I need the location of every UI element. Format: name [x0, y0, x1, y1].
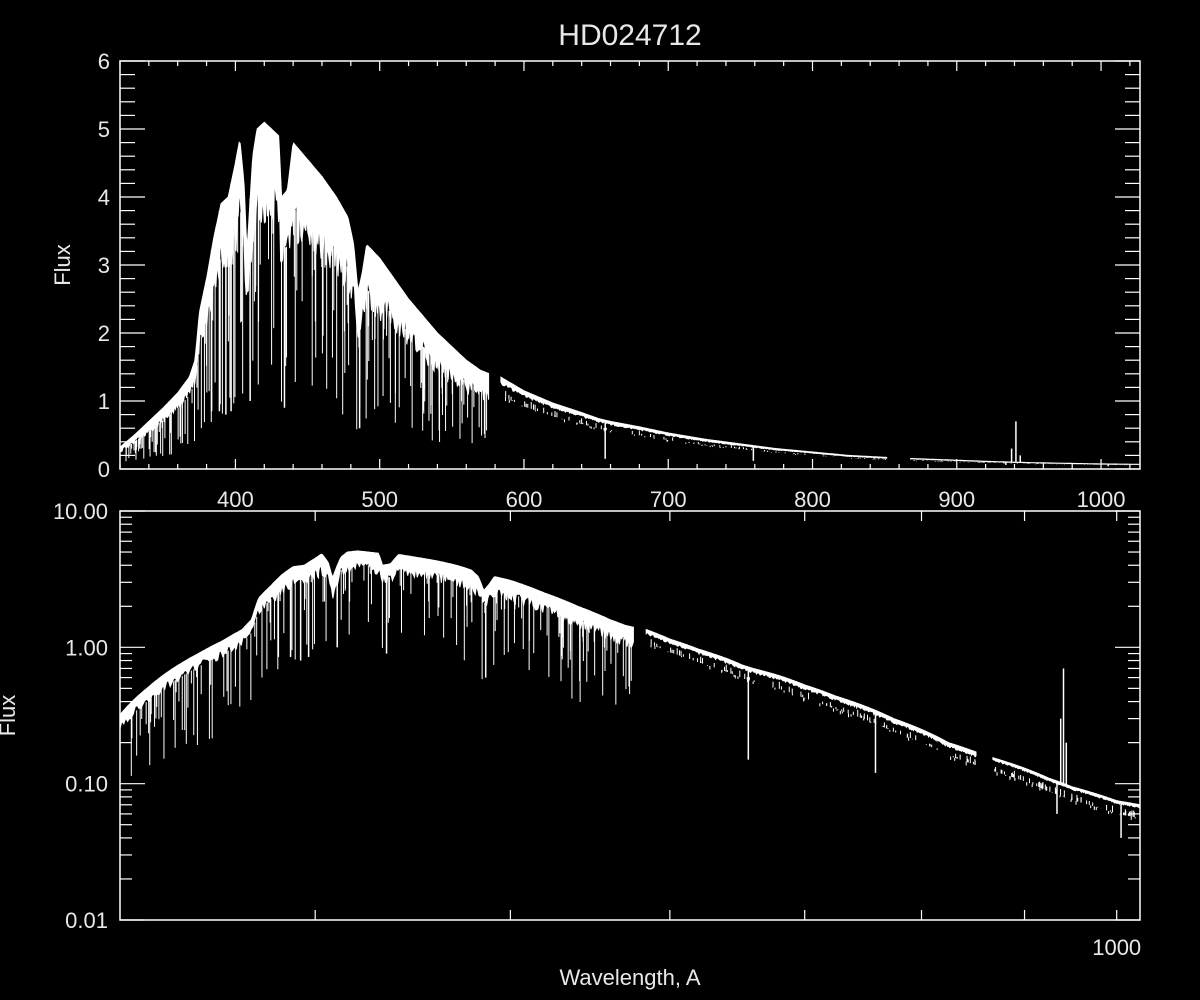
x-tick-label: 700 — [650, 487, 687, 512]
spectrum-band — [120, 121, 490, 453]
axes-frame — [119, 60, 1141, 470]
spectrum-band — [910, 458, 1140, 465]
y-tick-label: 6 — [98, 49, 110, 74]
x-tick-label: 500 — [361, 487, 398, 512]
chart-title: HD024712 — [558, 19, 701, 52]
x-tick-label: 800 — [794, 487, 831, 512]
y-axis-label: Flux — [50, 244, 75, 286]
spectrum-series — [120, 121, 1140, 467]
y-tick-label: 4 — [98, 185, 110, 210]
x-tick-label: 1000 — [1077, 487, 1126, 512]
spectrum-band — [645, 628, 977, 758]
y-tick-label: 1 — [98, 389, 110, 414]
bottom-panel-log: 1000 0.01 0.10 1.00 10.00 Flux — [0, 499, 1141, 960]
y-tick-label: 0.01 — [65, 908, 108, 933]
y-tick-label: 10.00 — [53, 499, 108, 524]
y-tick-label: 2 — [98, 321, 110, 346]
y-axis-label: Flux — [0, 695, 20, 737]
spectrum-series — [120, 550, 1140, 838]
y-tick-label: 0 — [98, 457, 110, 482]
x-axis-label: Wavelength, A — [559, 965, 700, 990]
spectrum-band — [120, 550, 634, 729]
x-tick-label: 900 — [938, 487, 975, 512]
y-tick-label: 5 — [98, 117, 110, 142]
x-tick-label: 600 — [506, 487, 543, 512]
x-tick-label: 1000 — [1092, 935, 1141, 960]
axes-frame — [119, 510, 1141, 921]
x-tick-label: 400 — [217, 487, 254, 512]
y-tick-label: 0.10 — [65, 772, 108, 797]
top-panel-linear: 400 500 600 700 800 900 1000 0 1 2 3 4 5 6 Flux — [50, 49, 1141, 512]
y-tick-label: 3 — [98, 253, 110, 278]
spectrum-band — [500, 376, 888, 459]
y-tick-label: 1.00 — [65, 635, 108, 660]
